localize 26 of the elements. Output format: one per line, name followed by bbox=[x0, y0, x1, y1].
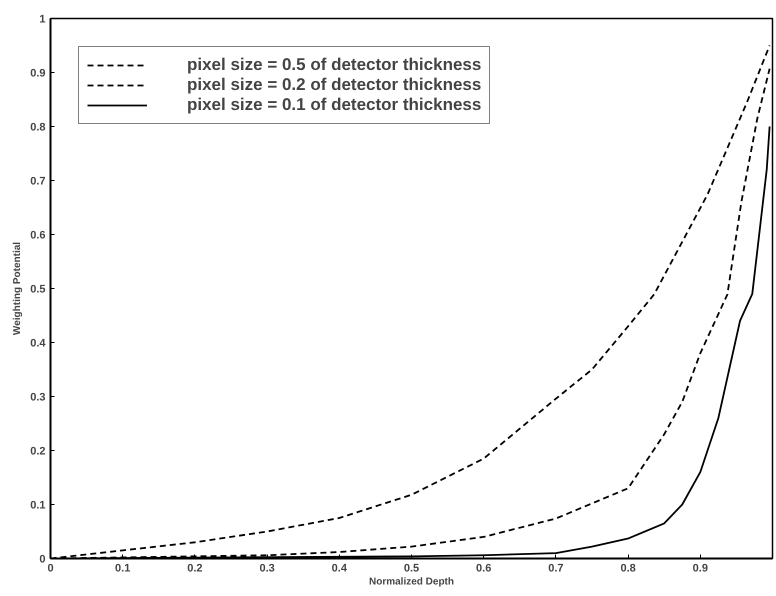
x-tick-label: 0.4 bbox=[332, 562, 348, 574]
y-tick-label: 0.6 bbox=[30, 230, 46, 242]
y-tick-label: 0.3 bbox=[30, 392, 46, 404]
x-tick-label: 0.1 bbox=[115, 562, 130, 574]
y-tick-label: 0.8 bbox=[30, 122, 46, 134]
x-tick-label: 0.6 bbox=[476, 562, 492, 574]
y-axis-title: Weighting Potential bbox=[12, 242, 24, 336]
x-tick-label: 0 bbox=[47, 562, 54, 574]
x-tick-label: 0.2 bbox=[187, 562, 203, 574]
x-axis-title: Normalized Depth bbox=[368, 576, 454, 588]
y-tick-label: 0 bbox=[39, 554, 46, 566]
x-tick-label: 0.7 bbox=[548, 562, 564, 574]
y-tick-label: 0.7 bbox=[30, 176, 46, 188]
legend-label: pixel size = 0.1 of detector thickness bbox=[187, 95, 482, 115]
legend-label: pixel size = 0.5 of detector thickness bbox=[187, 55, 482, 75]
y-tick-label: 0.9 bbox=[30, 68, 46, 80]
x-tick-label: 0.5 bbox=[404, 562, 420, 574]
y-tick-label: 0.1 bbox=[30, 500, 46, 512]
x-tick-label: 0.3 bbox=[259, 562, 275, 574]
legend-label: pixel size = 0.2 of detector thickness bbox=[187, 75, 482, 95]
y-tick-label: 1 bbox=[39, 14, 46, 26]
x-tick-label: 0.8 bbox=[620, 562, 636, 574]
y-tick-label: 0.5 bbox=[30, 284, 46, 296]
y-tick-label: 0.2 bbox=[30, 446, 46, 458]
x-tick-label: 0.9 bbox=[692, 562, 708, 574]
y-tick-label: 0.4 bbox=[30, 338, 46, 350]
